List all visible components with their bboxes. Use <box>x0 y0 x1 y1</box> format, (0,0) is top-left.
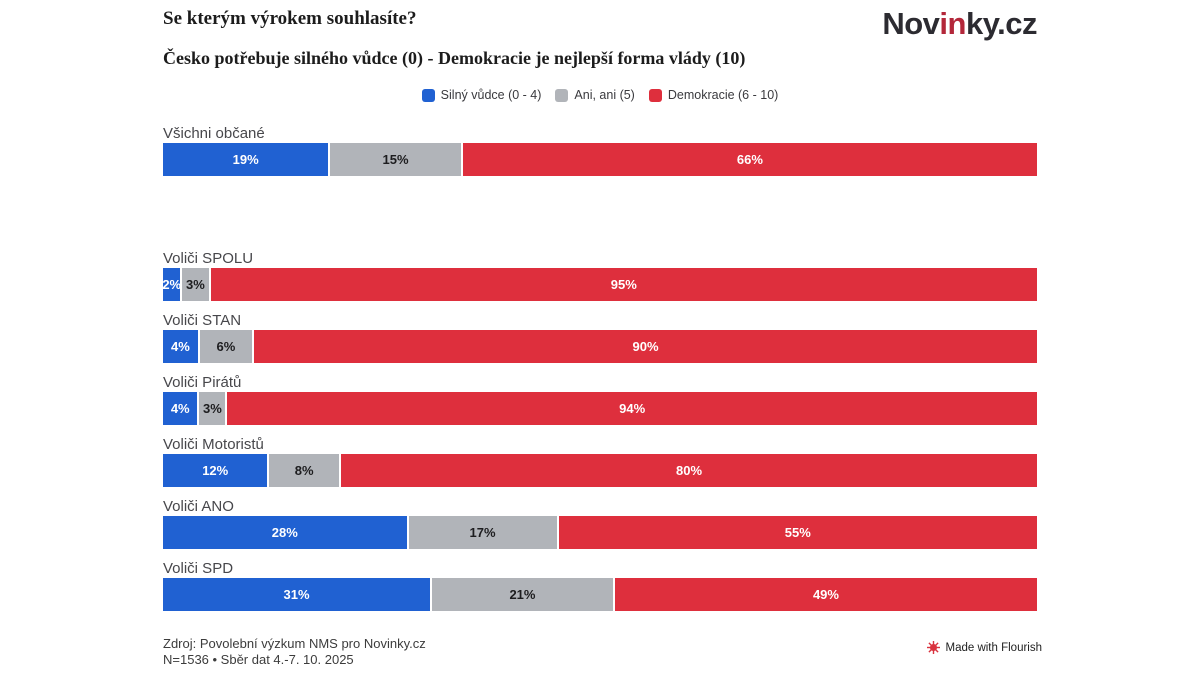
bar-segment-neutral: 15% <box>330 143 461 176</box>
category-label: Voliči SPOLU <box>163 250 254 267</box>
category-label: Voliči Pirátů <box>163 374 242 391</box>
category-label: Všichni občané <box>163 125 265 142</box>
bar-segment-democracy: 95% <box>210 268 1037 301</box>
stacked-bar: 4% 3% 94% <box>163 392 1037 425</box>
category-label: Voliči STAN <box>163 312 242 329</box>
bar-segment-neutral: 8% <box>269 454 339 487</box>
category-label: Voliči Motoristů <box>163 436 264 453</box>
source-line-2: N=1536 • Sběr dat 4.-7. 10. 2025 <box>163 651 354 667</box>
source-note: Zdroj: Povolební výzkum NMS pro Novinky.… <box>163 636 426 667</box>
legend-item-democracy: Demokracie (6 - 10) <box>648 88 779 102</box>
stacked-bar: 28% 17% 55% <box>163 516 1037 549</box>
legend-item-neutral: Ani, ani (5) <box>555 88 635 102</box>
flourish-burst-icon <box>927 641 941 654</box>
bar-segment-leader: 2% <box>162 268 181 301</box>
bar-segment-leader: 4% <box>163 392 198 425</box>
chart-row: Voliči SPD 31% 21% 49% <box>163 560 1037 611</box>
bar-segment-leader: 19% <box>163 143 329 176</box>
bar-segment-democracy: 80% <box>341 454 1037 487</box>
legend-label: Ani, ani (5) <box>574 88 635 102</box>
bar-segment-neutral: 3% <box>182 268 209 301</box>
bar-segment-neutral: 6% <box>199 330 252 363</box>
chart-row: Všichni občané 19% 15% 66% <box>163 125 1037 176</box>
stacked-bar: 2% 3% 95% <box>162 268 1037 301</box>
legend-swatch-blue-icon <box>421 88 435 102</box>
bar-segment-leader: 31% <box>163 578 431 611</box>
novinky-logo[interactable]: Novinky.cz <box>882 6 1037 42</box>
legend-label: Silný vůdce (0 - 4) <box>440 88 542 102</box>
legend-swatch-gray-icon <box>555 88 569 102</box>
legend-label: Demokracie (6 - 10) <box>667 88 779 102</box>
bar-segment-leader: 28% <box>163 516 407 549</box>
stacked-bar: 4% 6% 90% <box>163 330 1037 363</box>
stacked-bar: 12% 8% 80% <box>163 454 1037 487</box>
logo-part-1: Nov <box>882 6 940 41</box>
chart-row: Voliči Pirátů 4% 3% 94% <box>163 374 1037 425</box>
bar-segment-democracy: 49% <box>614 578 1037 611</box>
logo-part-2: in <box>939 6 966 41</box>
bar-segment-democracy: 55% <box>558 516 1037 549</box>
stacked-bar: 31% 21% 49% <box>163 578 1037 611</box>
chart-row: Voliči Motoristů 12% 8% 80% <box>163 436 1037 487</box>
bar-segment-neutral: 3% <box>199 392 226 425</box>
page-title: Se kterým výrokem souhlasíte? <box>163 8 417 29</box>
stacked-bar: 19% 15% 66% <box>163 143 1037 176</box>
bar-segment-democracy: 66% <box>462 143 1037 176</box>
chart-subtitle: Česko potřebuje silného vůdce (0) - Demo… <box>163 48 746 68</box>
category-label: Voliči SPD <box>163 560 234 577</box>
chart-row: Voliči SPOLU 2% 3% 95% <box>162 250 1037 301</box>
chart: Všichni občané 19% 15% 66% Voliči SPOLU 2% 3% 9… <box>162 125 1037 622</box>
bar-segment-leader: 4% <box>163 330 198 363</box>
chart-row: Voliči STAN 4% 6% 90% <box>163 312 1037 363</box>
bar-segment-neutral: 17% <box>408 516 557 549</box>
bar-segment-democracy: 90% <box>254 330 1037 363</box>
logo-part-3: ky.cz <box>965 6 1038 41</box>
source-line-1: Zdroj: Povolební výzkum NMS pro Novinky.… <box>163 636 426 651</box>
legend-swatch-red-icon <box>648 88 662 102</box>
legend-item-leader: Silný vůdce (0 - 4) <box>421 88 542 102</box>
chart-row: Voliči ANO 28% 17% 55% <box>163 498 1037 549</box>
flourish-credit-label: Made with Flourish <box>945 641 1042 654</box>
bar-segment-democracy: 94% <box>227 392 1037 425</box>
category-label: Voliči ANO <box>163 498 234 515</box>
bar-segment-leader: 12% <box>163 454 268 487</box>
flourish-credit[interactable]: Made with Flourish <box>927 641 1042 654</box>
bar-segment-neutral: 21% <box>432 578 613 611</box>
legend: Silný vůdce (0 - 4) Ani, ani (5) Demokra… <box>163 88 1037 102</box>
